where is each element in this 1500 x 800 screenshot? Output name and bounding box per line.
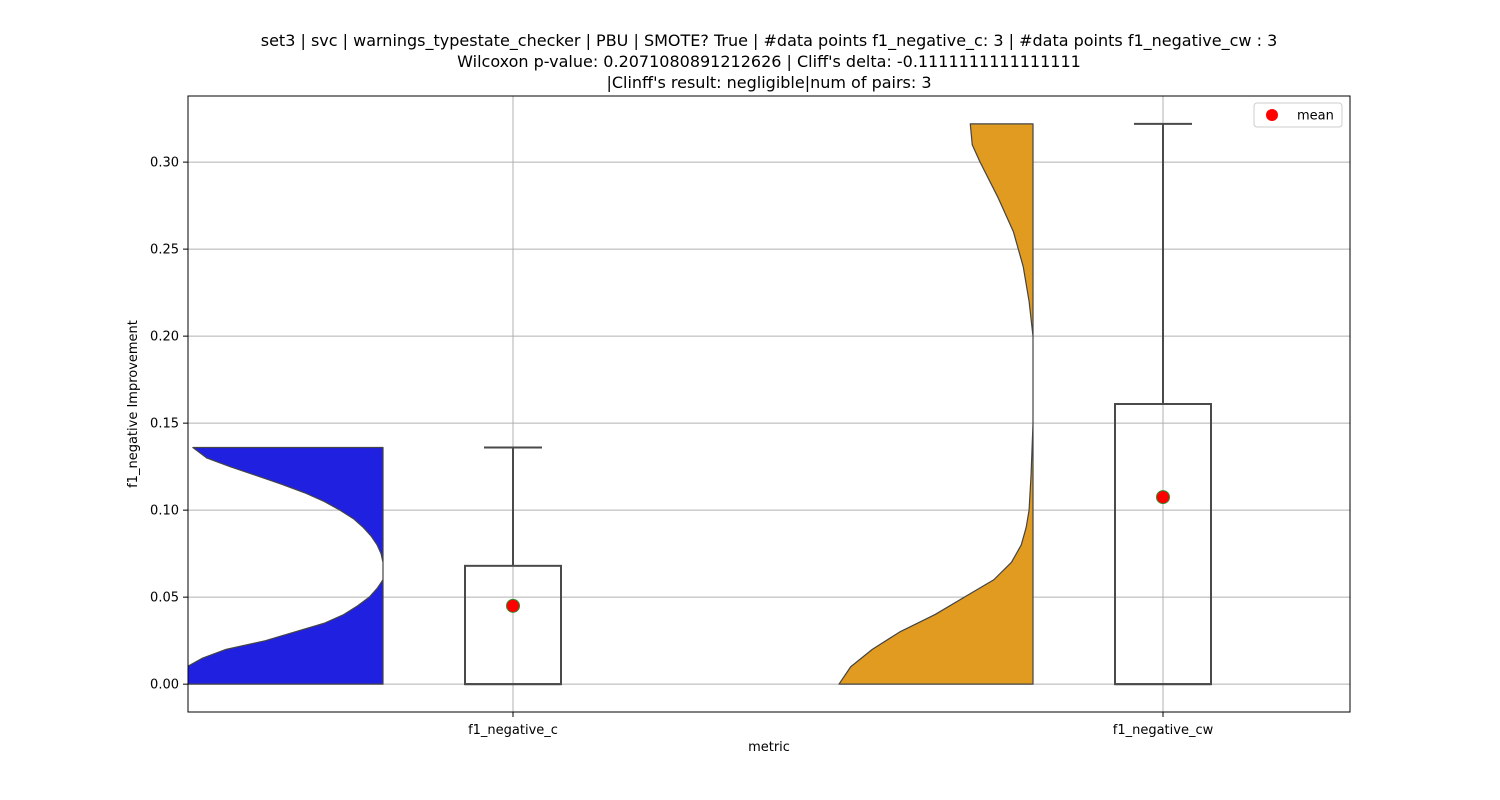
boxplot-f1_negative_c xyxy=(464,446,562,686)
y-tick-label-5: 0.25 xyxy=(150,243,179,258)
x-tick-label-0: f1_negative_c xyxy=(468,723,558,738)
violins xyxy=(188,123,1034,685)
legend-mean-marker xyxy=(1266,109,1278,121)
y-tick-label-0: 0.00 xyxy=(150,678,179,693)
y-axis-label: f1_negative Improvement xyxy=(126,320,141,488)
plot-frame xyxy=(187,95,1351,713)
title-line-3: |Clinff's result: negligible|num of pair… xyxy=(606,73,931,92)
title-line-2: Wilcoxon p-value: 0.2071080891212626 | C… xyxy=(457,52,1081,71)
boxplot-f1_negative_cw xyxy=(1114,122,1212,686)
mean-marker xyxy=(506,598,520,613)
y-tick-label-3: 0.15 xyxy=(150,417,179,432)
title-line-1: set3 | svc | warnings_typestate_checker … xyxy=(261,31,1278,51)
legend-box xyxy=(1253,102,1343,128)
mean-marker xyxy=(1156,490,1170,505)
y-axis: 0.00 0.05 0.10 0.15 0.20 0.25 0.30 xyxy=(150,156,188,693)
violin-f1_negative_cw xyxy=(838,123,1034,685)
y-tick-label-2: 0.10 xyxy=(150,504,179,519)
y-tick-label-1: 0.05 xyxy=(150,591,179,606)
legend-mean-label: mean xyxy=(1297,109,1334,124)
violin-f1_negative_c xyxy=(188,446,384,685)
x-tick-label-1: f1_negative_cw xyxy=(1113,723,1214,738)
boxplots xyxy=(464,122,1212,686)
x-axis-label: metric xyxy=(748,740,790,755)
y-tick-label-6: 0.30 xyxy=(150,156,179,171)
y-tick-label-4: 0.20 xyxy=(150,330,179,345)
x-axis: f1_negative_c f1_negative_cw xyxy=(468,712,1214,738)
chart-title: set3 | svc | warnings_typestate_checker … xyxy=(261,31,1278,92)
legend: mean xyxy=(1253,102,1343,128)
